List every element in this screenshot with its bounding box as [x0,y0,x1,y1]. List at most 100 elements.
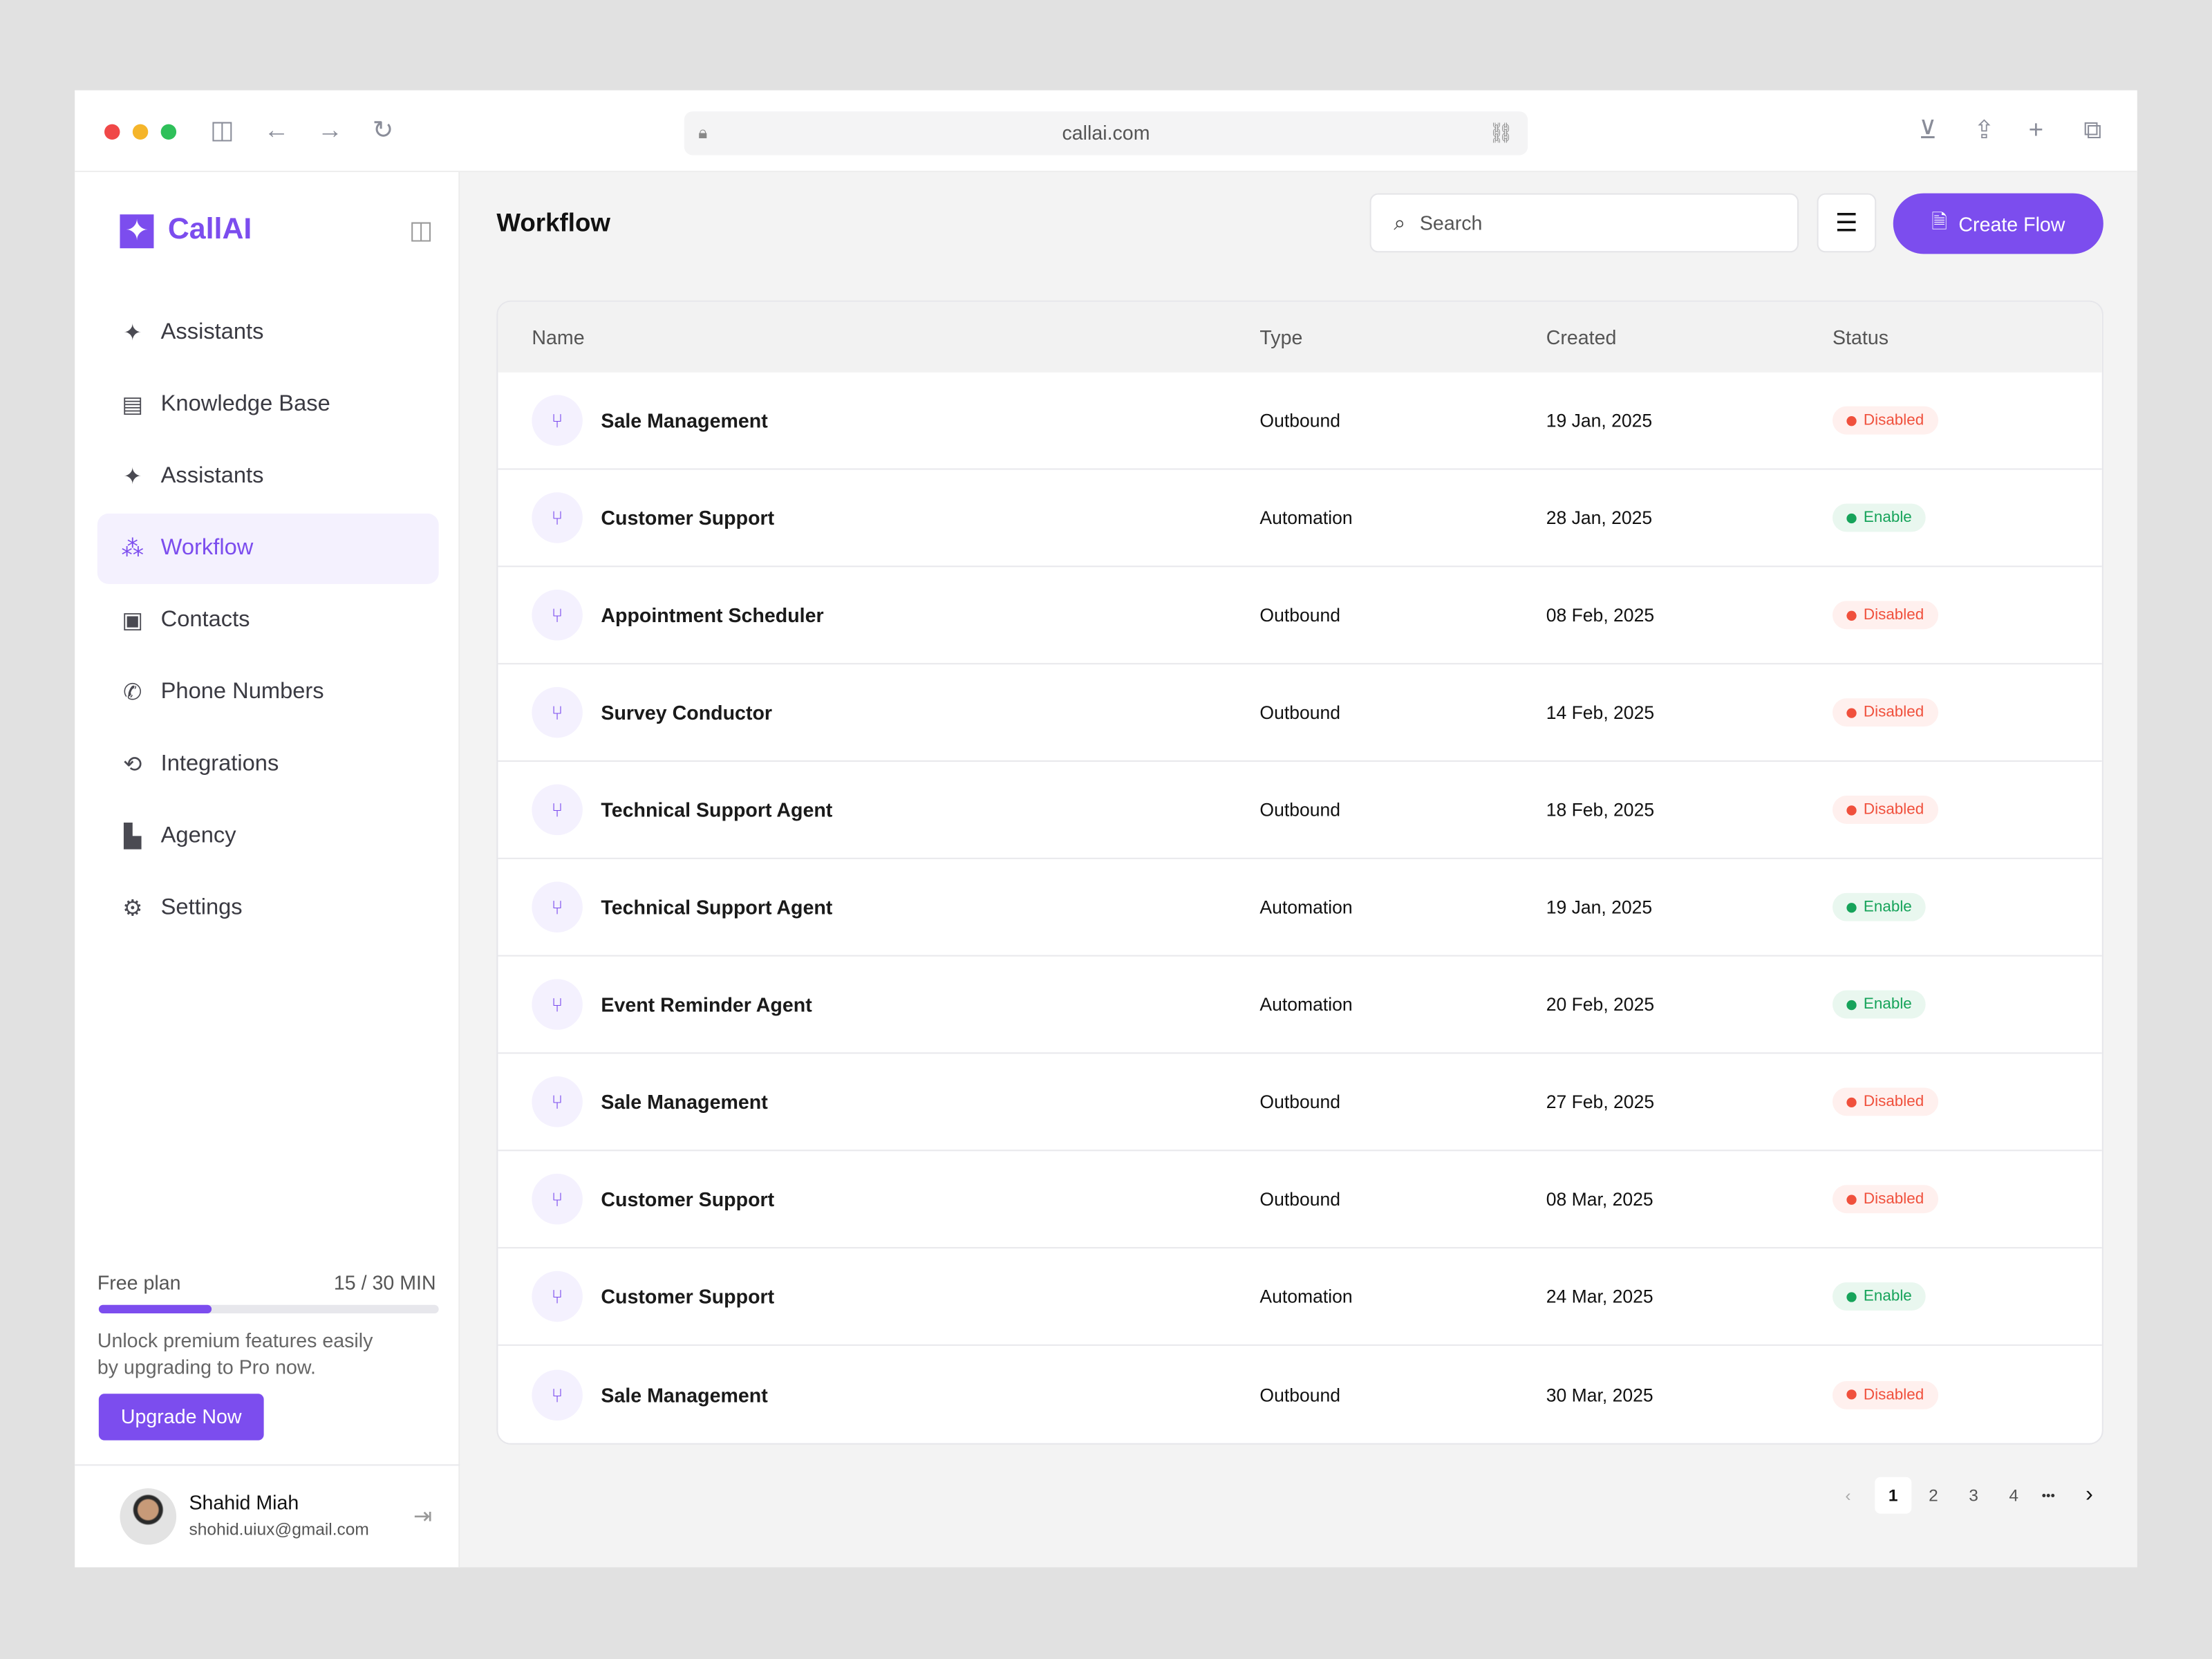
column-header-created[interactable]: Created [1546,326,1617,349]
page-4-button[interactable]: 4 [2009,1485,2019,1506]
table-row[interactable]: ⑂ Sale Management Outbound 30 Mar, 2025 … [498,1346,2101,1443]
workflow-created: 24 Mar, 2025 [1546,1286,1653,1307]
workflow-name[interactable]: Customer Support [601,506,775,529]
page-3-button[interactable]: 3 [1969,1485,1978,1506]
table-row[interactable]: ⑂ Technical Support Agent Automation 19 … [498,859,2102,957]
workflow-type: Outbound [1259,702,1340,723]
filter-icon: ☰ [1835,209,1858,237]
sidebar-item-label: Agency [160,823,236,848]
new-tab-icon[interactable]: + [2028,115,2044,144]
sidebar-item-label: Workflow [160,536,254,561]
share-icon[interactable]: ⇪ [1974,115,1995,144]
status-text: Disabled [1863,1093,1924,1111]
workflow-name[interactable]: Sale Management [601,1383,768,1406]
column-header-name[interactable]: Name [532,326,585,349]
upgrade-message-line: Unlock premium features easily [97,1329,373,1352]
workflow-type: Automation [1259,993,1353,1015]
table-row[interactable]: ⑂ Customer Support Outbound 08 Mar, 2025… [498,1151,2102,1249]
search-input[interactable]: ⌕ Search [1369,193,1799,253]
link-icon[interactable]: ⛓︎ [1488,121,1514,144]
reload-icon[interactable]: ↻ [372,115,394,144]
workflow-name[interactable]: Survey Conductor [601,701,773,724]
status-text: Disabled [1863,1190,1924,1208]
workflow-created: 30 Mar, 2025 [1546,1384,1653,1405]
status-dot [1846,805,1857,815]
sidebar-item-agency[interactable]: ▙ Agency [97,801,439,872]
logout-icon[interactable]: ⇥ [413,1505,433,1530]
workflow-type: Automation [1259,896,1353,918]
status-dot [1846,1194,1857,1204]
forward-icon[interactable]: → [317,115,343,144]
download-icon[interactable]: ⊻ [1918,115,1938,144]
book-icon: ▤ [122,393,144,418]
address-bar[interactable]: 🔒︎ callai.com ⛓︎ [684,111,1528,156]
table-row[interactable]: ⑂ Sale Management Outbound 19 Jan, 2025 … [498,373,2102,470]
workflow-icon: ⑂ [532,881,583,932]
sidebar-toggle-icon[interactable]: ◫ [210,115,234,144]
search-placeholder: Search [1419,212,1483,234]
table-row[interactable]: ⑂ Survey Conductor Outbound 14 Feb, 2025… [498,664,2102,762]
workflow-type: Outbound [1259,1091,1340,1113]
table-row[interactable]: ⑂ Technical Support Agent Outbound 18 Fe… [498,762,2102,859]
status-badge: Disabled [1832,406,1938,435]
more-pages-ellipsis[interactable]: ••• [2041,1488,2055,1503]
workflow-icon: ⑂ [532,590,583,641]
status-text: Enable [1863,995,1912,1013]
upgrade-message: Unlock premium features easily by upgrad… [97,1327,373,1381]
status-dot [1846,707,1857,718]
table-row[interactable]: ⑂ Event Reminder Agent Automation 20 Feb… [498,957,2102,1054]
create-flow-button[interactable]: 🗎︎ Create Flow [1893,193,2103,254]
upgrade-now-button[interactable]: Upgrade Now [98,1394,264,1441]
page-1-button[interactable]: 1 [1875,1477,1912,1514]
sidebar-item-assistants[interactable]: ✦ Assistants [97,298,439,368]
table-row[interactable]: ⑂ Sale Management Outbound 27 Feb, 2025 … [498,1053,2102,1152]
status-badge: Disabled [1832,1185,1938,1214]
status-dot [1846,610,1857,620]
column-header-type[interactable]: Type [1259,326,1303,349]
tabs-overview-icon[interactable]: ⧉ [2083,115,2102,144]
gear-icon: ⚙ [122,897,143,921]
filter-button[interactable]: ☰ [1817,193,1877,253]
page-title: Workflow [496,209,610,237]
document-icon: 🗎︎ [1931,209,1948,232]
table-row[interactable]: ⑂ Customer Support Automation 24 Mar, 20… [498,1248,2102,1346]
sidebar-item-assistants[interactable]: ✦ Assistants [97,442,439,512]
previous-page-icon[interactable]: ‹ [1845,1485,1851,1506]
sidebar-item-workflow[interactable]: ⁂ Workflow [97,513,439,584]
sidebar-item-settings[interactable]: ⚙ Settings [97,873,439,944]
workflow-created: 19 Jan, 2025 [1546,409,1653,431]
workflow-name[interactable]: Sale Management [601,1090,768,1114]
column-header-status[interactable]: Status [1832,326,1889,349]
workflow-created: 19 Jan, 2025 [1546,896,1653,918]
sidebar-item-label: Integrations [160,751,279,776]
logo-icon: ✦ [120,214,154,249]
avatar[interactable] [120,1488,177,1545]
back-icon[interactable]: ← [263,115,290,144]
sidebar-item-knowledge-base[interactable]: ▤ Knowledge Base [97,370,439,440]
page-2-button[interactable]: 2 [1929,1485,1938,1506]
workflow-name[interactable]: Event Reminder Agent [601,993,812,1016]
table-row[interactable]: ⑂ Appointment Scheduler Outbound 08 Feb,… [498,567,2102,665]
workflow-name[interactable]: Technical Support Agent [601,895,833,919]
sidebar-item-contacts[interactable]: ▣ Contacts [97,585,439,656]
sidebar-item-phone-numbers[interactable]: ✆ Phone Numbers [97,657,439,728]
workflow-name[interactable]: Customer Support [601,1188,775,1211]
status-dot [1846,1389,1857,1400]
table-row[interactable]: ⑂ Customer Support Automation 28 Jan, 20… [498,470,2102,568]
workflow-name[interactable]: Technical Support Agent [601,798,833,821]
sidebar-item-integrations[interactable]: ⟲ Integrations [97,729,439,800]
workflow-name[interactable]: Customer Support [601,1285,775,1308]
collapse-sidebar-icon[interactable]: ◫ [409,216,433,245]
integrations-icon: ⟲ [123,753,142,778]
sparkles-icon: ✦ [123,321,142,346]
close-window-button[interactable] [104,124,120,140]
contact-book-icon: ▣ [122,609,144,634]
maximize-window-button[interactable] [160,124,177,140]
status-dot [1846,512,1857,523]
minimize-window-button[interactable] [132,124,149,140]
status-text: Disabled [1863,704,1924,721]
plan-usage: 15 / 30 MIN [333,1271,436,1294]
workflow-name[interactable]: Appointment Scheduler [601,603,824,627]
next-page-icon[interactable]: › [2085,1482,2093,1507]
workflow-name[interactable]: Sale Management [601,409,768,432]
